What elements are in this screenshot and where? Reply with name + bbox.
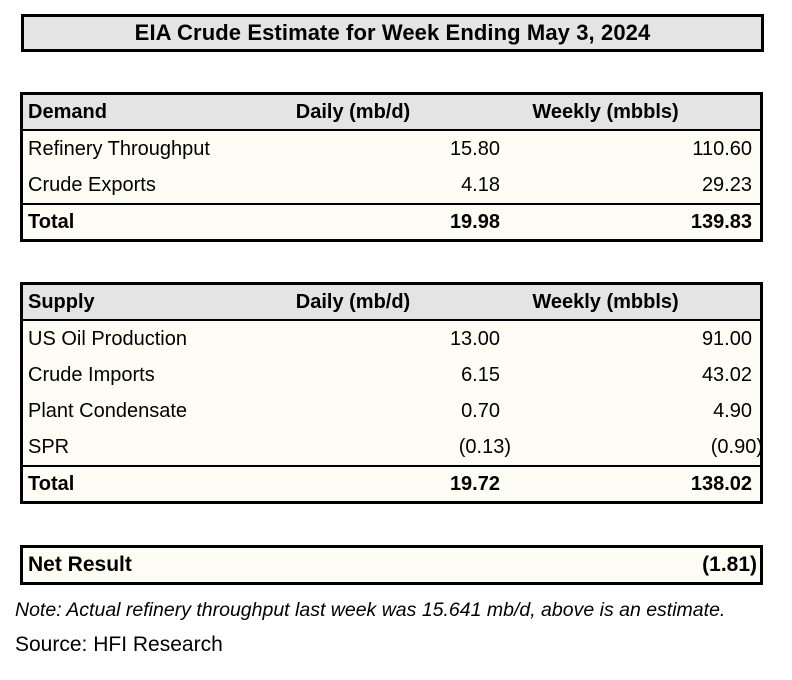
footnote: Note: Actual refinery throughput last we… — [15, 599, 726, 621]
table-row-refinery-throughput: Refinery Throughput 15.80 110.60 — [23, 131, 760, 167]
page-title: EIA Crude Estimate for Week Ending May 3… — [134, 20, 651, 45]
title-box: EIA Crude Estimate for Week Ending May 3… — [21, 14, 764, 52]
source-attribution: Source: HFI Research — [15, 633, 223, 656]
weekly-total: 138.02 — [690, 472, 752, 495]
table-row-us-oil-production: US Oil Production 13.00 91.00 — [23, 321, 760, 357]
weekly-value: 43.02 — [701, 363, 752, 386]
daily-value: 13.00 — [449, 327, 500, 350]
total-label: Total — [28, 472, 75, 495]
demand-total-row: Total 19.98 139.83 — [23, 203, 760, 239]
weekly-column-header: Weekly (mbbls) — [532, 290, 679, 313]
row-label: Plant Condensate — [28, 399, 188, 422]
total-label: Total — [28, 210, 75, 233]
daily-value: 6.15 — [461, 363, 500, 386]
weekly-value: (0.90) — [513, 435, 763, 459]
daily-value: 15.80 — [449, 137, 500, 160]
weekly-column-header: Weekly (mbbls) — [532, 100, 679, 123]
row-label: Refinery Throughput — [28, 137, 210, 160]
negative-daily-value: (0.13) — [458, 435, 511, 458]
weekly-value: 29.23 — [701, 173, 752, 196]
table-row-plant-condensate: Plant Condensate 0.70 4.90 — [23, 393, 760, 429]
row-label: US Oil Production — [28, 327, 187, 350]
weekly-value: 91.00 — [701, 327, 752, 350]
daily-value: 0.70 — [461, 399, 500, 422]
weekly-value: 110.60 — [692, 137, 752, 160]
daily-value: 4.18 — [461, 173, 500, 196]
weekly-total: 139.83 — [690, 210, 752, 233]
table-row-crude-imports: Crude Imports 6.15 43.02 — [23, 357, 760, 393]
row-label: Crude Imports — [28, 363, 155, 386]
net-result-label: Net Result — [28, 553, 132, 576]
demand-table: Demand Daily (mb/d) Weekly (mbbls) Refin… — [20, 92, 763, 242]
daily-value: (0.13) — [263, 436, 513, 459]
demand-header-row: Demand Daily (mb/d) Weekly (mbbls) — [23, 95, 760, 131]
table-row-crude-exports: Crude Exports 4.18 29.23 — [23, 167, 760, 203]
net-result-box: Net Result (1.81) — [20, 545, 763, 585]
supply-table: Supply Daily (mb/d) Weekly (mbbls) US Oi… — [20, 282, 763, 504]
daily-total: 19.98 — [449, 210, 500, 233]
negative-weekly-value: (0.90) — [710, 435, 763, 458]
supply-header-row: Supply Daily (mb/d) Weekly (mbbls) — [23, 285, 760, 321]
demand-section-header: Demand — [28, 100, 107, 123]
row-label: SPR — [28, 435, 70, 458]
row-label: Crude Exports — [28, 173, 156, 196]
table-row-spr: SPR (0.13) (0.90) — [23, 429, 763, 465]
daily-column-header: Daily (mb/d) — [295, 100, 411, 123]
daily-total: 19.72 — [449, 472, 500, 495]
eia-crude-estimate-report: EIA Crude Estimate for Week Ending May 3… — [0, 14, 792, 680]
supply-total-row: Total 19.72 138.02 — [23, 465, 760, 501]
daily-column-header: Daily (mb/d) — [295, 290, 411, 313]
weekly-value: 4.90 — [713, 399, 752, 422]
supply-section-header: Supply — [28, 290, 95, 313]
net-result-value: (1.81) — [702, 553, 757, 576]
